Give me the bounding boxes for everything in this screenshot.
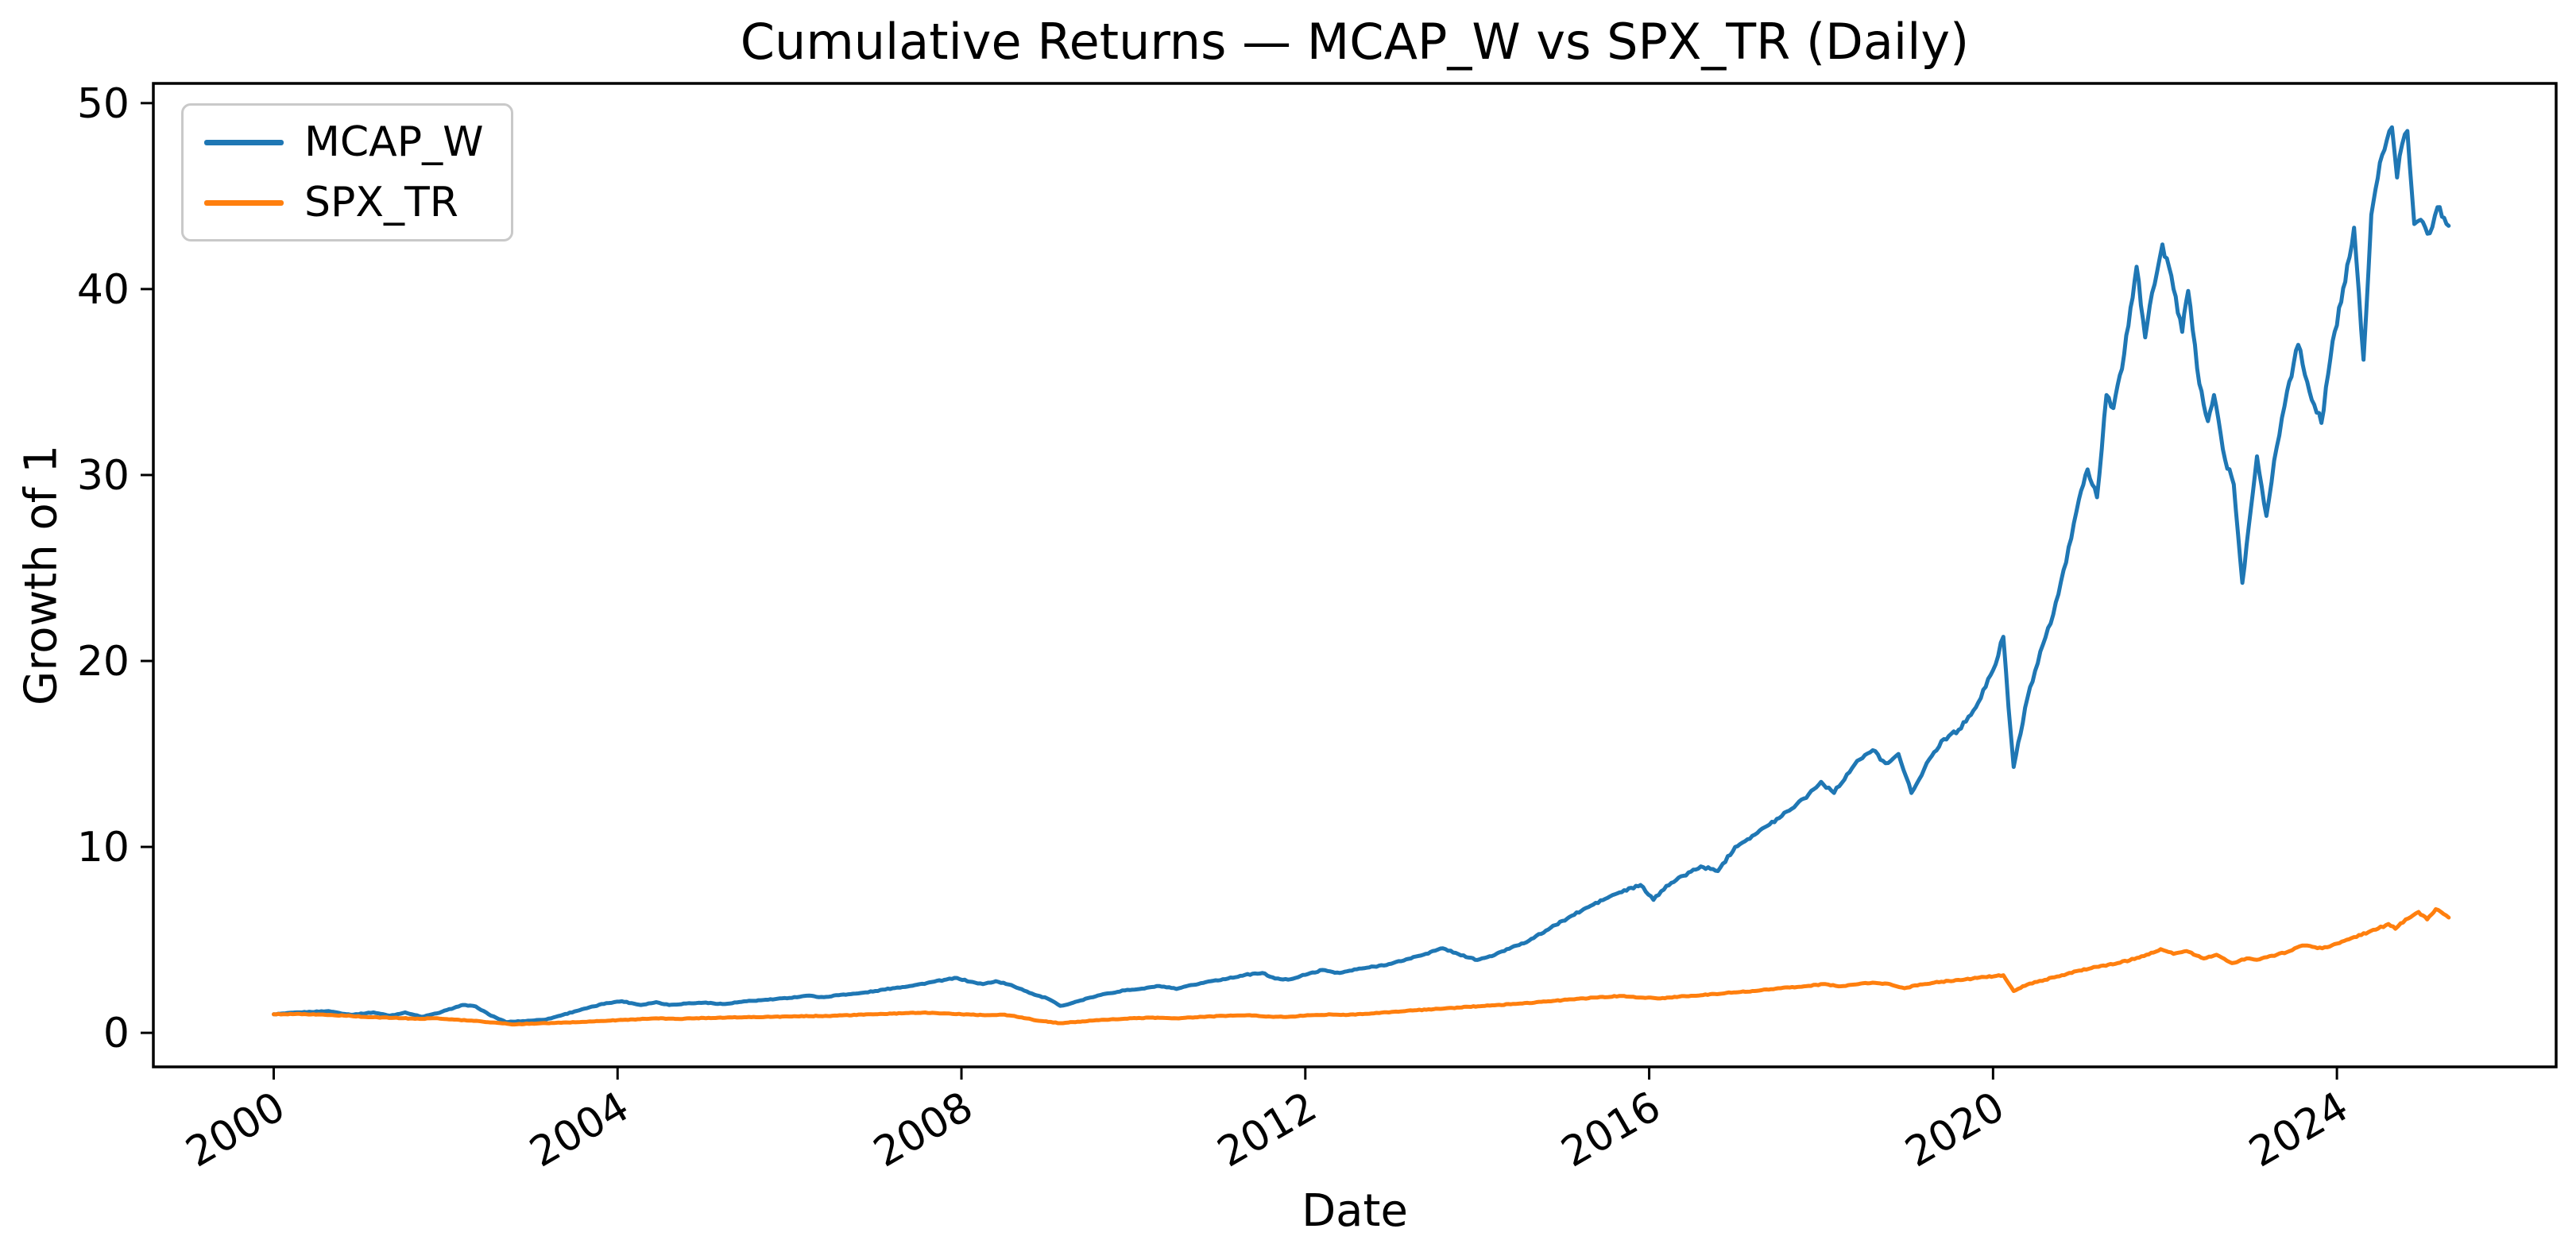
legend-item-mcap-w: MCAP_W (204, 122, 484, 163)
x-tick-label: 2012 (1210, 1083, 1325, 1177)
legend-label-spx-tr: SPX_TR (304, 179, 458, 226)
legend: MCAP_W SPX_TR (181, 103, 513, 241)
y-tick-label: 10 (77, 824, 130, 871)
x-tick-label: 2020 (1897, 1083, 2013, 1177)
mcap-w-line-swatch (204, 139, 284, 145)
x-tick-label: 2004 (522, 1083, 637, 1177)
spx-tr-line-swatch (204, 199, 284, 206)
y-tick-label: 20 (77, 638, 130, 686)
x-tick-label: 2000 (178, 1083, 293, 1177)
series-line-mcap_w (272, 125, 2451, 1025)
series-line-spx_tr (272, 907, 2451, 1027)
y-tick-label: 40 (77, 266, 130, 314)
y-tick-label: 50 (77, 80, 130, 128)
chart-title: Cumulative Returns — MCAP_W vs SPX_TR (D… (740, 13, 1970, 71)
legend-label-mcap-w: MCAP_W (304, 118, 484, 166)
y-tick-label: 0 (103, 1010, 130, 1057)
legend-item-spx-tr: SPX_TR (204, 182, 484, 223)
x-tick-label: 2016 (1553, 1083, 1669, 1177)
x-tick-label: 2008 (866, 1083, 981, 1177)
x-tick-label: 2024 (2241, 1083, 2357, 1177)
plot-spines (152, 82, 2558, 1068)
y-tick-label: 30 (77, 452, 130, 500)
y-axis-label: Growth of 1 (15, 445, 68, 705)
x-axis-label: Date (1302, 1185, 1408, 1237)
